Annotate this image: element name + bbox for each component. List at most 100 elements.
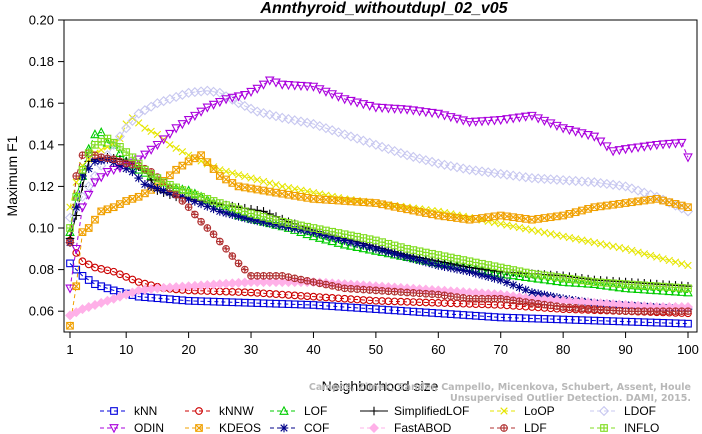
- data-point-ldf: [190, 210, 199, 219]
- data-point-ldof: [395, 148, 406, 159]
- legend-swatch-marker: [500, 424, 508, 432]
- legend-label-knn: kNN: [134, 404, 157, 418]
- data-point-odin: [183, 115, 194, 126]
- data-point-loop: [66, 203, 74, 211]
- data-point-kdeos: [328, 196, 337, 204]
- data-point-ldof: [214, 87, 225, 98]
- data-point-cof: [477, 270, 487, 280]
- data-point-ldf: [465, 294, 474, 303]
- data-point-odin: [452, 114, 462, 124]
- data-point-ldf: [259, 271, 268, 280]
- data-point-odin: [583, 130, 593, 141]
- data-point-lof: [514, 270, 525, 281]
- data-point-kdeos: [141, 189, 149, 198]
- data-point-ldf: [640, 307, 649, 316]
- data-point-ldof: [495, 168, 506, 179]
- data-point-ldf: [421, 289, 430, 298]
- legend-item-simplifiedlof: SimplifiedLOF: [360, 404, 469, 418]
- data-point-lof: [577, 278, 587, 288]
- data-point-odin: [339, 95, 350, 105]
- data-point-inflo: [222, 201, 230, 209]
- data-point-loop: [347, 196, 355, 204]
- data-point-ldof: [302, 117, 313, 128]
- data-point-odin: [683, 153, 693, 163]
- data-point-odin: [233, 92, 244, 102]
- series-odin: [65, 76, 693, 294]
- data-point-ldf: [503, 295, 511, 304]
- data-point-loop: [303, 187, 311, 196]
- data-point-ldf: [440, 291, 449, 300]
- data-point-cof: [146, 182, 156, 191]
- data-point-ldf: [178, 197, 187, 205]
- data-point-loop: [515, 223, 524, 232]
- y-axis-label: Maximum F1: [4, 135, 20, 216]
- legend-swatch-marker: [279, 423, 289, 433]
- data-point-ldof: [289, 115, 300, 126]
- data-point-ldf: [528, 299, 536, 307]
- data-point-loop: [659, 255, 667, 263]
- data-point-loop: [141, 124, 149, 132]
- legend-swatch-marker: [598, 405, 610, 417]
- data-point-ldof: [121, 123, 132, 134]
- data-point-odin: [645, 141, 656, 151]
- data-point-ldof: [608, 179, 619, 190]
- series-inflo: [66, 134, 692, 293]
- data-point-ldf: [634, 307, 642, 316]
- data-point-loop: [628, 246, 636, 255]
- data-point-ldf: [446, 292, 455, 301]
- data-point-ldof: [277, 112, 288, 123]
- data-point-cof: [153, 184, 162, 193]
- series-line-ldof: [69, 90, 689, 218]
- legend-label-knnw: kNNW: [219, 404, 254, 418]
- data-point-loop: [684, 261, 692, 270]
- legend-item-inflo: INFLO: [590, 421, 659, 434]
- data-point-odin: [421, 108, 431, 118]
- data-point-ldof: [558, 175, 569, 186]
- data-point-odin: [246, 87, 256, 98]
- data-point-cof: [390, 249, 399, 259]
- data-point-odin: [633, 143, 643, 153]
- data-point-odin: [651, 140, 662, 151]
- data-point-ldof: [139, 105, 150, 116]
- data-point-ldf: [509, 296, 518, 305]
- data-point-ldf: [290, 274, 299, 283]
- data-point-inflo: [521, 268, 530, 277]
- data-point-ldf: [478, 294, 486, 303]
- data-point-ldof: [439, 159, 450, 170]
- data-point-cof: [434, 261, 443, 270]
- legend-swatch-marker: [279, 405, 289, 415]
- data-point-ldf: [652, 307, 661, 316]
- data-point-ldof: [576, 176, 587, 187]
- data-point-odin: [71, 244, 82, 255]
- data-point-ldf: [309, 278, 318, 286]
- data-point-ldof: [83, 181, 94, 192]
- data-point-kdeos: [215, 172, 224, 180]
- data-point-odin: [427, 108, 437, 119]
- data-point-inflo: [403, 244, 411, 253]
- data-point-loop: [621, 245, 630, 253]
- data-point-loop: [534, 227, 542, 236]
- data-point-odin: [83, 190, 94, 200]
- data-point-odin: [377, 103, 387, 114]
- data-point-kdeos: [396, 204, 405, 212]
- y-axis: 0.06 0.08 0.10 0.12 0.14 0.16 0.18 0.20: [29, 13, 64, 319]
- data-point-odin: [208, 100, 219, 110]
- data-point-odin: [627, 144, 637, 154]
- data-point-ldf: [434, 290, 443, 299]
- legend-item-odin: ODIN: [100, 421, 164, 434]
- data-point-ldf: [609, 306, 617, 315]
- data-point-cof: [134, 173, 143, 183]
- data-point-odin: [658, 140, 668, 150]
- data-point-odin: [470, 117, 481, 127]
- data-point-ldf: [234, 259, 243, 268]
- data-point-ldof: [420, 155, 431, 166]
- data-point-odin: [96, 173, 107, 183]
- data-point-odin: [296, 81, 306, 92]
- data-point-inflo: [253, 211, 262, 219]
- data-point-ldof: [233, 98, 244, 109]
- data-point-odin: [558, 124, 568, 134]
- data-point-odin: [333, 92, 344, 102]
- data-point-loop: [634, 248, 642, 256]
- y-tick-label: 0.20: [29, 13, 54, 28]
- data-point-odin: [327, 90, 337, 100]
